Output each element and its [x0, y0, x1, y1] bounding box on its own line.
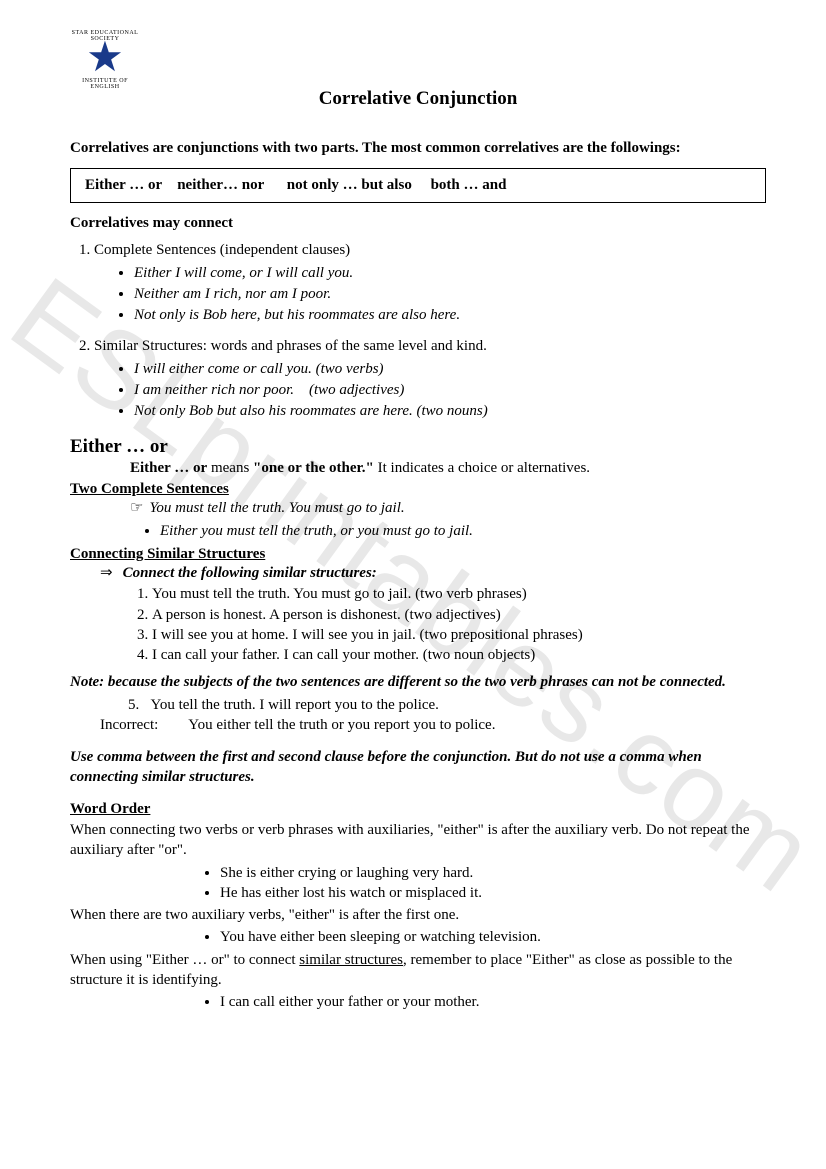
logo-bottom-text: INSTITUTE OF ENGLISH: [70, 78, 140, 90]
sub-bold-pre: Either … or: [130, 460, 207, 476]
main-list: Complete Sentences (independent clauses)…: [94, 242, 766, 422]
either-or-heading: Either … or: [70, 436, 766, 458]
item2-label: Similar Structures: words and phrases of…: [94, 338, 487, 354]
list-item: Complete Sentences (independent clauses)…: [94, 242, 766, 326]
wo-b1: She is either crying or laughing very ha…: [220, 863, 766, 904]
wo-p3: When using "Either … or" to connect simi…: [70, 950, 766, 991]
bullet: Either I will come, or I will call you.: [134, 263, 766, 284]
hand-icon: ☞: [130, 500, 143, 516]
bullet: She is either crying or laughing very ha…: [220, 863, 766, 883]
connect-heading: Correlatives may connect: [70, 215, 766, 232]
arrow-text: Connect the following similar structures…: [123, 565, 377, 581]
bullet: I can call either your father or your mo…: [220, 992, 766, 1012]
word-order-head: Word Order: [70, 801, 766, 818]
bullet: Not only Bob but also his roommates are …: [134, 401, 766, 422]
bullet: Not only is Bob here, but his roommates …: [134, 305, 766, 326]
wo-b2: You have either been sleeping or watchin…: [220, 927, 766, 947]
arrow-row: ⇒ Connect the following similar structure…: [100, 563, 766, 582]
comma-note: Use comma between the first and second c…: [70, 748, 766, 787]
hand-bullet-row: ☞ You must tell the truth. You must go to…: [130, 498, 766, 517]
exercise-5: 5. You tell the truth. I will report you…: [128, 695, 766, 715]
two-complete-head: Two Complete Sentences: [70, 481, 766, 498]
bullet: He has either lost his watch or misplace…: [220, 883, 766, 903]
wo-p1: When connecting two verbs or verb phrase…: [70, 820, 766, 861]
sub-post: It indicates a choice or alternatives.: [374, 460, 590, 476]
sub-bold: "one or the other.": [253, 460, 374, 476]
item1-label: Complete Sentences (independent clauses): [94, 242, 350, 258]
incorrect-text: You either tell the truth or you report …: [188, 717, 495, 733]
item2-bullets: I will either come or call you. (two ver…: [134, 359, 766, 422]
item1-bullets: Either I will come, or I will call you. …: [134, 263, 766, 326]
sub-mid: means: [207, 460, 253, 476]
wo-p3-pre: When using "Either … or" to connect: [70, 952, 299, 968]
page-title: Correlative Conjunction: [70, 88, 766, 110]
wo-p2: When there are two auxiliary verbs, "eit…: [70, 905, 766, 925]
intro-text: Correlatives are conjunctions with two p…: [70, 138, 766, 158]
exercise-item: I will see you at home. I will see you i…: [152, 625, 766, 645]
wo-b3: I can call either your father or your mo…: [220, 992, 766, 1012]
exercise-item: A person is honest. A person is dishones…: [152, 605, 766, 625]
combined-bullet-list: Either you must tell the truth, or you m…: [160, 521, 766, 542]
correlatives-box: Either … or neither… nor not only … but …: [70, 168, 766, 203]
exercise-item: I can call your father. I can call your …: [152, 645, 766, 665]
exercise-item: You must tell the truth. You must go to …: [152, 584, 766, 604]
note-text: Note: because the subjects of the two se…: [70, 673, 766, 693]
star-icon: ★: [70, 42, 140, 76]
exercise-list: You must tell the truth. You must go to …: [152, 584, 766, 665]
bullet: I will either come or call you. (two ver…: [134, 359, 766, 380]
bullet: Either you must tell the truth, or you m…: [160, 521, 766, 542]
document-page: STAR EDUCATIONAL SOCIETY ★ INSTITUTE OF …: [0, 0, 826, 1054]
bullet: I am neither rich nor poor. (two adjecti…: [134, 380, 766, 401]
incorrect-label: Incorrect:: [100, 717, 158, 733]
logo: STAR EDUCATIONAL SOCIETY ★ INSTITUTE OF …: [70, 30, 140, 90]
wo-p3-underline: similar structures: [299, 952, 403, 968]
connecting-head: Connecting Similar Structures: [70, 546, 766, 563]
hand-text: You must tell the truth. You must go to …: [149, 500, 404, 516]
bullet: You have either been sleeping or watchin…: [220, 927, 766, 947]
arrow-icon: ⇒: [100, 565, 113, 581]
list-item: Similar Structures: words and phrases of…: [94, 338, 766, 422]
incorrect-row: Incorrect: You either tell the truth or …: [100, 717, 766, 734]
either-or-sub: Either … or means "one or the other." It…: [130, 460, 766, 477]
bullet: Neither am I rich, nor am I poor.: [134, 284, 766, 305]
